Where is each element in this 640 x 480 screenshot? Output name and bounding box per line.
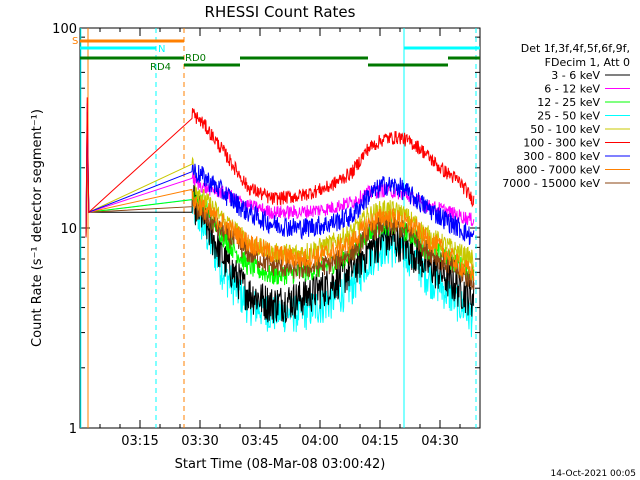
- y-tick-label: 1: [69, 422, 77, 437]
- y-tick-label: 10: [60, 222, 77, 237]
- legend-entry-label: 12 - 25 keV: [537, 96, 600, 109]
- legend-entry-label: 7000 - 15000 keV: [502, 177, 600, 190]
- series-line-100-300-kev: [85, 97, 475, 238]
- legend: Det 1f,3f,4f,5f,6f,9f, FDecim 1, Att 0 3…: [502, 42, 630, 190]
- series-line-800-7000-kev: [85, 148, 475, 282]
- y-axis-label: Count Rate (s⁻¹ detector segment⁻¹): [30, 109, 45, 347]
- legend-entry-label: 50 - 100 keV: [530, 123, 600, 136]
- state-bar-label: S: [72, 36, 78, 47]
- legend-entry-label: 25 - 50 keV: [537, 110, 600, 123]
- state-bar-label: RD4: [150, 62, 171, 73]
- legend-entry-label: 6 - 12 keV: [544, 83, 600, 96]
- legend-entry-label: 100 - 300 keV: [523, 137, 600, 150]
- footer-date: 14-Oct-2021 00:05: [551, 469, 636, 479]
- state-bar-label: RD0: [185, 53, 206, 64]
- x-tick-label: 03:15: [121, 434, 158, 449]
- chart-title: RHESSI Count Rates: [205, 3, 356, 21]
- series-line-300-800-kev: [85, 111, 475, 245]
- x-axis-label: Start Time (08-Mar-08 03:00:42): [175, 457, 386, 472]
- y-tick-label: 100: [52, 22, 77, 37]
- legend-entry-label: 800 - 7000 keV: [516, 164, 600, 177]
- state-bar-label: N: [158, 44, 165, 55]
- legend-entry-label: 3 - 6 keV: [551, 69, 600, 82]
- legend-header-line-2: FDecim 1, Att 0: [545, 56, 630, 69]
- x-tick-label: 04:15: [361, 434, 398, 449]
- x-tick-label: 04:30: [421, 434, 458, 449]
- x-tick-label: 03:45: [241, 434, 278, 449]
- x-tick-label: 04:00: [301, 434, 338, 449]
- legend-entry-label: 300 - 800 keV: [523, 150, 600, 163]
- legend-header-line-1: Det 1f,3f,4f,5f,6f,9f,: [521, 42, 630, 55]
- x-tick-label: 03:30: [181, 434, 218, 449]
